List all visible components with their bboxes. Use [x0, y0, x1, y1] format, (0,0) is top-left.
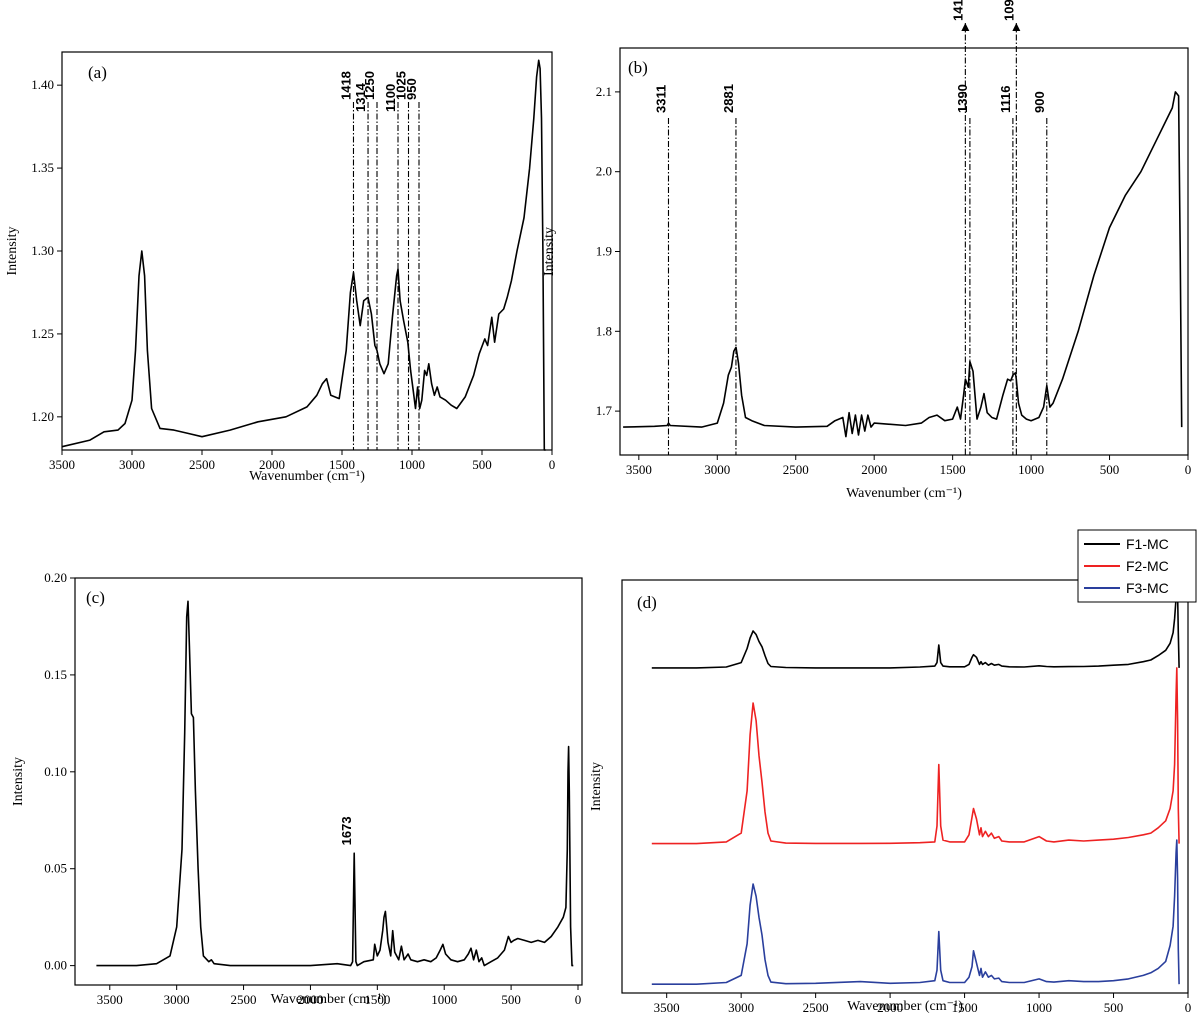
x-tick-label: 3500 [654, 1000, 680, 1015]
peak-label: 1390 [955, 84, 970, 113]
legend-label: F3-MC [1126, 580, 1169, 596]
x-tick-label: 1500 [364, 992, 390, 1007]
y-tick-label: 1.9 [596, 244, 612, 259]
series-line-f1-mc [651, 579, 1180, 669]
peak-label: 1100 [383, 84, 398, 112]
y-tick-label: 2.0 [596, 164, 612, 179]
annotation-arrow [961, 23, 970, 31]
x-tick-label: 1500 [952, 1000, 978, 1015]
x-tick-label: 3000 [728, 1000, 754, 1015]
x-tick-label: 2500 [783, 462, 809, 477]
x-axis-title: Wavenumber (cm⁻¹) [271, 992, 387, 1007]
plot-frame [74, 577, 583, 986]
panel-label: (b) [628, 58, 648, 77]
x-tick-label: 3000 [704, 462, 730, 477]
peak-label: 950 [404, 78, 419, 100]
panel-label: (d) [637, 593, 657, 612]
y-axis-title: Intensity [589, 762, 604, 811]
legend-label: F2-MC [1126, 558, 1169, 574]
plot-frame [61, 51, 553, 451]
plot-frame [621, 579, 1189, 994]
x-tick-label: 2000 [259, 457, 285, 472]
peak-label: 1025 [394, 71, 409, 100]
x-tick-label: 3500 [626, 462, 652, 477]
y-tick-label: 1.25 [31, 326, 54, 341]
y-tick-label: 0.20 [44, 570, 67, 585]
x-tick-label: 1500 [940, 462, 966, 477]
panel-label: (c) [86, 588, 105, 607]
x-tick-label: 0 [549, 457, 556, 472]
panel-d: 3500 3000 2500 2000 1500 1000 500 0 Wavenumber (… [589, 529, 1197, 1015]
annotation-arrow [1012, 23, 1021, 31]
plot-frame [619, 47, 1189, 456]
x-tick-label: 500 [1100, 462, 1120, 477]
y-axis-title: Intensity [5, 227, 20, 276]
peak-label: 3311 [653, 85, 668, 113]
peak-label: 1673 [339, 816, 354, 845]
y-tick-label: 0.05 [44, 861, 67, 876]
peak-label: 2881 [721, 84, 736, 113]
y-tick-label: 1.35 [31, 160, 54, 175]
x-tick-label: 0 [575, 992, 582, 1007]
x-tick-label: 500 [472, 457, 492, 472]
x-tick-label: 1000 [1026, 1000, 1052, 1015]
x-tick-label: 500 [1104, 1000, 1124, 1015]
y-tick-label: 1.30 [31, 243, 54, 258]
series-line [96, 600, 574, 967]
peak-label: 1314 [353, 82, 368, 112]
x-tick-label: 2000 [861, 462, 887, 477]
peak-label: 1116 [998, 86, 1013, 114]
series-line [623, 91, 1183, 438]
y-tick-label: 0.00 [44, 958, 67, 973]
x-axis-title: Wavenumber (cm⁻¹) [249, 469, 365, 484]
y-axis-title: Intensity [542, 227, 557, 276]
panel-c: 3500 3000 2500 2000 1500 1000 500 0 0.00 0.05 0.10… [11, 570, 583, 1007]
x-tick-label: 1500 [329, 457, 355, 472]
y-axis-title: Intensity [11, 757, 26, 806]
panel-b: 3500 3000 2500 2000 1500 1000 500 0 1.7 1.8 1.9 2.0… [542, 0, 1191, 501]
x-tick-label: 3500 [49, 457, 75, 472]
y-tick-label: 1.8 [596, 323, 612, 338]
series-line-f3-mc [651, 839, 1180, 986]
series-line [61, 59, 546, 451]
x-tick-label: 3500 [97, 992, 123, 1007]
panel-label: (a) [88, 63, 107, 82]
x-tick-label: 0 [1185, 1000, 1192, 1015]
y-tick-label: 1.20 [31, 409, 54, 424]
x-tick-label: 2500 [189, 457, 215, 472]
panel-a: 3500 3000 2500 2000 1500 1000 500 0 1.20 1.25 1.30… [5, 51, 556, 484]
peak-label: 1094 [1001, 0, 1016, 21]
x-tick-label: 3000 [164, 992, 190, 1007]
y-tick-label: 0.10 [44, 764, 67, 779]
y-tick-label: 2.1 [596, 84, 612, 99]
x-tick-label: 2000 [297, 992, 323, 1007]
x-axis-title: Wavenumber (cm⁻¹) [846, 486, 962, 501]
peak-label: 1419 [950, 0, 965, 21]
y-tick-label: 1.7 [596, 403, 613, 418]
legend-label: F1-MC [1126, 536, 1169, 552]
series-line-f2-mc [651, 667, 1180, 845]
peak-label: 900 [1032, 91, 1047, 113]
x-tick-label: 1000 [1018, 462, 1044, 477]
y-tick-label: 0.15 [44, 667, 67, 682]
y-tick-label: 1.40 [31, 77, 54, 92]
x-tick-label: 1000 [399, 457, 425, 472]
x-tick-label: 500 [501, 992, 521, 1007]
peak-label: 1250 [362, 71, 377, 100]
x-tick-label: 2000 [877, 1000, 903, 1015]
peak-label: 1418 [338, 71, 353, 100]
x-axis-title: Wavenumber (cm⁻¹) [847, 999, 963, 1014]
x-tick-label: 0 [1185, 462, 1192, 477]
x-tick-label: 2500 [803, 1000, 829, 1015]
x-tick-label: 3000 [119, 457, 145, 472]
x-tick-label: 1000 [431, 992, 457, 1007]
x-tick-label: 2500 [231, 992, 257, 1007]
